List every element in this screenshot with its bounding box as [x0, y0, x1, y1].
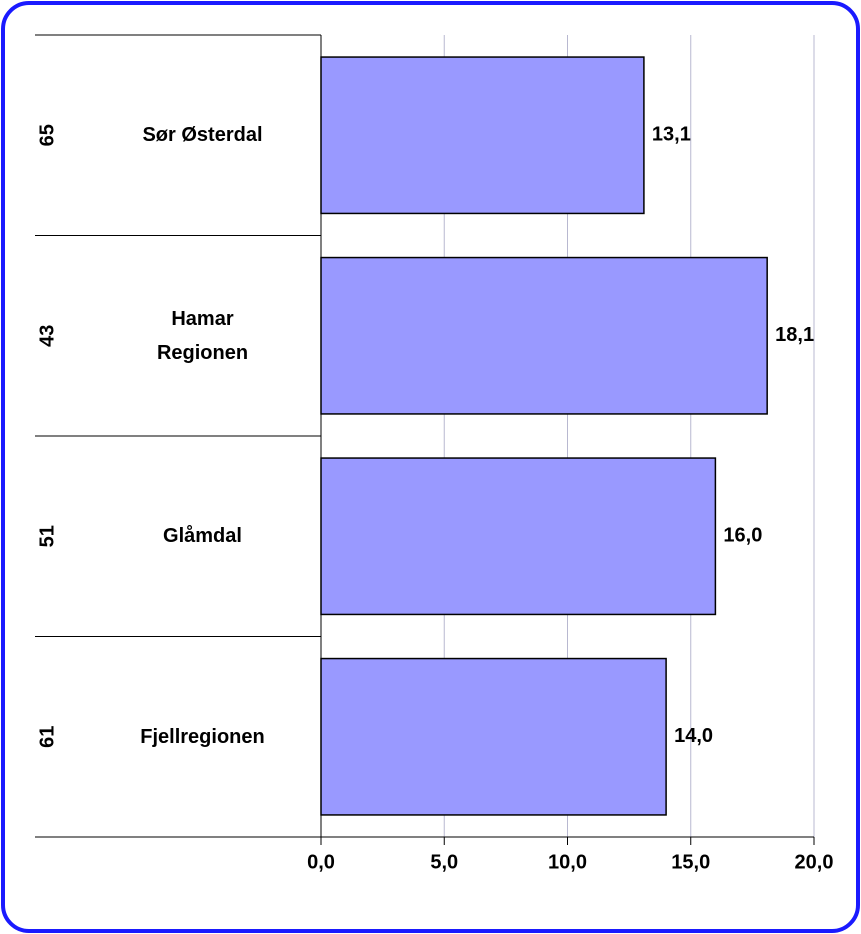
x-tick-label: 0,0 — [307, 851, 335, 873]
value-label: 13,1 — [652, 124, 691, 146]
bar — [320, 457, 717, 616]
group-label: 43 — [36, 325, 58, 347]
category-label: Glåmdal — [163, 525, 242, 548]
category-label: Hamar Regionen — [156, 307, 249, 364]
category-label: Fjellregionen — [140, 725, 265, 748]
bar — [320, 657, 667, 816]
value-label: 14,0 — [674, 725, 713, 747]
value-label: 18,1 — [775, 324, 814, 346]
value-label: 16,0 — [723, 525, 762, 547]
category-label: Sør Østerdal — [142, 124, 263, 147]
x-tick-label: 10,0 — [548, 851, 587, 873]
x-tick-label: 5,0 — [430, 851, 458, 873]
group-label: 61 — [36, 726, 58, 748]
group-label: 51 — [36, 525, 58, 547]
group-label: 65 — [36, 124, 58, 146]
bar — [320, 256, 768, 415]
x-tick-label: 15,0 — [671, 851, 710, 873]
x-tick-label: 20,0 — [795, 851, 834, 873]
bar — [320, 56, 645, 215]
